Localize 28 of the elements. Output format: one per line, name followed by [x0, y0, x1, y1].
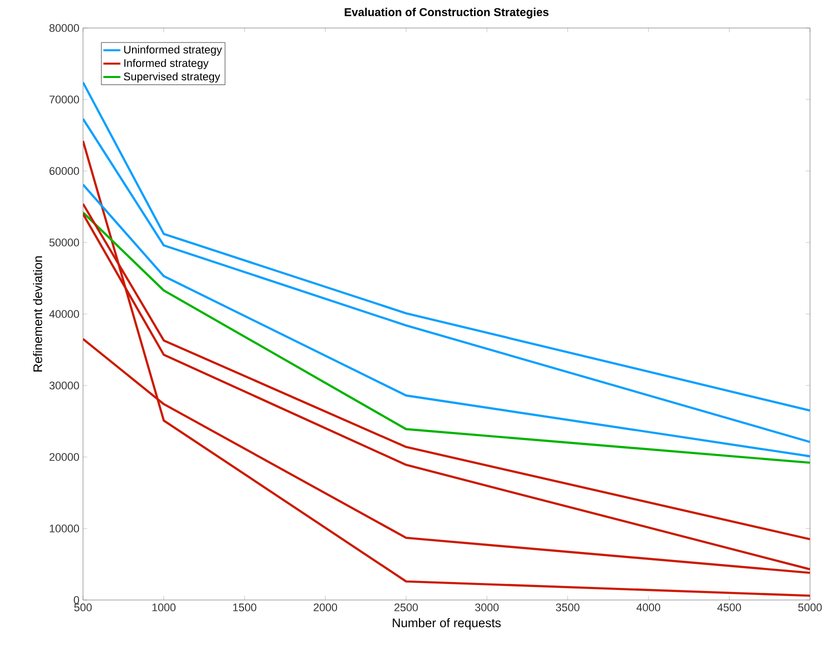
legend-label: Informed strategy	[124, 58, 209, 70]
x-tick-label: 1500	[233, 604, 256, 612]
x-tick-label: 3000	[475, 604, 499, 612]
legend-label: Supervised strategy	[124, 72, 220, 83]
y-tick-label: 40000	[49, 310, 80, 318]
x-tick-label: 2000	[314, 604, 338, 612]
x-tick-label: 4000	[636, 604, 660, 612]
chart-title: Evaluation of Construction Strategies	[344, 8, 549, 18]
x-tick-label: 5000	[798, 604, 822, 612]
x-axis-title: Number of requests	[392, 618, 501, 630]
line-series	[83, 140, 810, 597]
y-tick-label: 30000	[49, 382, 80, 390]
y-axis-title: Refinement deviation	[33, 256, 42, 372]
x-tick-label: 3500	[556, 604, 580, 612]
line-series	[83, 81, 810, 412]
x-tick-label: 1000	[152, 604, 176, 612]
y-tick-label: 10000	[50, 524, 80, 532]
y-tick-label: 60000	[50, 167, 80, 175]
x-tick-label: 2500	[394, 604, 418, 612]
legend-label: Uninformed strategy	[124, 45, 222, 56]
x-tick-label: 500	[74, 604, 92, 612]
x-tick-label: 4500	[717, 604, 741, 612]
y-tick-label: 80000	[49, 24, 80, 32]
y-tick-label: 0	[74, 596, 80, 604]
y-tick-label: 70000	[50, 96, 80, 104]
line-series	[83, 118, 810, 444]
y-tick-label: 50000	[49, 238, 80, 246]
y-tick-label: 20000	[50, 453, 80, 461]
